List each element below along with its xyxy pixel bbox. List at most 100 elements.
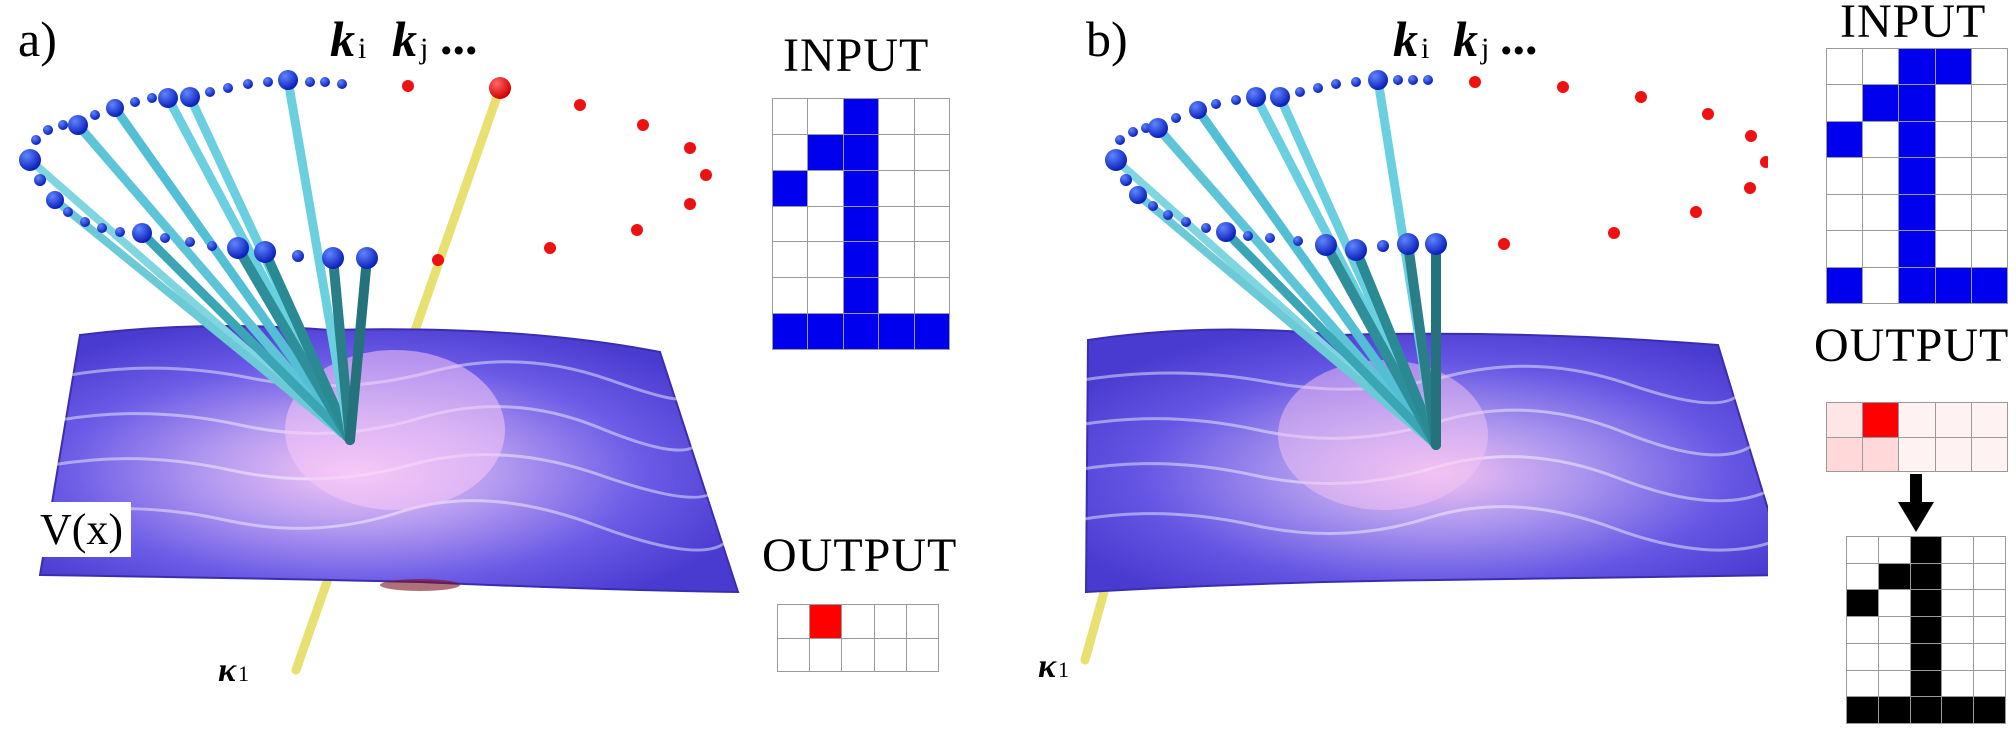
- grid-cell: [843, 278, 879, 314]
- grid-cell: [1935, 437, 1971, 471]
- grid-cell: [1971, 437, 2007, 471]
- grid-cell: [1878, 643, 1910, 670]
- scene-b: [1075, 70, 1768, 665]
- grid-cell: [773, 206, 808, 242]
- grid-cell: [843, 170, 879, 206]
- grid-cell: [778, 605, 810, 638]
- kappa-label: κ1: [218, 652, 250, 689]
- grid-cell: [1863, 158, 1899, 194]
- grid-cell: [1899, 85, 1935, 121]
- grid-cell: [1935, 403, 1971, 437]
- grid-cell: [914, 278, 949, 314]
- grid-cell: [1935, 231, 1971, 267]
- grid-cell: [879, 314, 914, 349]
- grid-cell: [810, 638, 842, 671]
- grid-cell: [1910, 590, 1942, 617]
- grid-cell: [808, 134, 843, 170]
- grid-cell: [1971, 49, 2007, 85]
- input-grid: [772, 98, 950, 350]
- red-continuation-dots: [1469, 76, 1768, 250]
- grid-cell: [1827, 267, 1863, 303]
- reconstructed-grid: [1846, 536, 2006, 724]
- grid-cell: [1899, 231, 1935, 267]
- output-grid: [1826, 402, 2008, 472]
- grid-cell: [810, 605, 842, 638]
- grid-cell: [1899, 403, 1935, 437]
- grid-cell: [808, 99, 843, 134]
- grid-cell: [1971, 85, 2007, 121]
- grid-cell: [808, 314, 843, 349]
- grid-cell: [906, 638, 938, 671]
- grid-cell: [1971, 121, 2007, 158]
- grid-cell: [1974, 590, 2005, 617]
- grid-cell: [1899, 437, 1935, 471]
- grid-cell: [1974, 563, 2005, 590]
- k-vector-ring: [1105, 70, 1447, 261]
- grid-cell: [914, 206, 949, 242]
- grid-cell: [1827, 437, 1863, 471]
- grid-cell: [808, 206, 843, 242]
- grid-cell: [1942, 670, 1974, 697]
- grid-cell: [879, 134, 914, 170]
- grid-cell: [1899, 121, 1935, 158]
- grid-cell: [1942, 590, 1974, 617]
- grid-cell: [843, 242, 879, 278]
- grid-cell: [1863, 121, 1899, 158]
- grid-cell: [1863, 403, 1899, 437]
- grid-cell: [1847, 643, 1878, 670]
- grid-cell: [1827, 158, 1863, 194]
- grid-cell: [1878, 590, 1910, 617]
- grid-cell: [1974, 670, 2005, 697]
- grid-cell: [778, 638, 810, 671]
- red-continuation-dots: [402, 77, 712, 266]
- grid-cell: [1827, 403, 1863, 437]
- grid-cell: [1899, 267, 1935, 303]
- grid-cell: [1847, 617, 1878, 643]
- k-vector-rods: [26, 75, 372, 445]
- grid-cell: [808, 170, 843, 206]
- grid-cell: [1847, 590, 1878, 617]
- grid-cell: [1863, 267, 1899, 303]
- grid-cell: [1942, 537, 1974, 563]
- grid-cell: [1899, 49, 1935, 85]
- grid-cell: [1878, 617, 1910, 643]
- grid-cell: [1935, 121, 1971, 158]
- grid-cell: [1974, 643, 2005, 670]
- grid-cell: [1971, 267, 2007, 303]
- grid-cell: [843, 134, 879, 170]
- grid-cell: [1878, 563, 1910, 590]
- grid-cell: [1910, 537, 1942, 563]
- grid-cell: [773, 242, 808, 278]
- grid-cell: [1942, 697, 1974, 723]
- grid-cell: [842, 638, 874, 671]
- k-vector-rods: [1112, 75, 1441, 450]
- input-grid: [1826, 48, 2008, 304]
- kappa-label: κ1: [1038, 648, 1070, 685]
- grid-cell: [1878, 670, 1910, 697]
- potential-label: V(x): [32, 502, 132, 557]
- grid-cell: [1935, 85, 1971, 121]
- grid-cell: [843, 206, 879, 242]
- grid-cell: [1899, 194, 1935, 231]
- output-grid: [777, 604, 939, 672]
- panel-label-b: b): [1086, 11, 1128, 67]
- grid-cell: [1847, 537, 1878, 563]
- grid-cell: [773, 99, 808, 134]
- grid-cell: [879, 278, 914, 314]
- grid-cell: [1910, 563, 1942, 590]
- grid-cell: [843, 99, 879, 134]
- input-title: INPUT: [1840, 0, 1987, 48]
- grid-cell: [1910, 643, 1942, 670]
- grid-cell: [914, 134, 949, 170]
- grid-cell: [1827, 121, 1863, 158]
- grid-cell: [1935, 194, 1971, 231]
- grid-cell: [1971, 158, 2007, 194]
- grid-cell: [1847, 670, 1878, 697]
- grid-cell: [879, 99, 914, 134]
